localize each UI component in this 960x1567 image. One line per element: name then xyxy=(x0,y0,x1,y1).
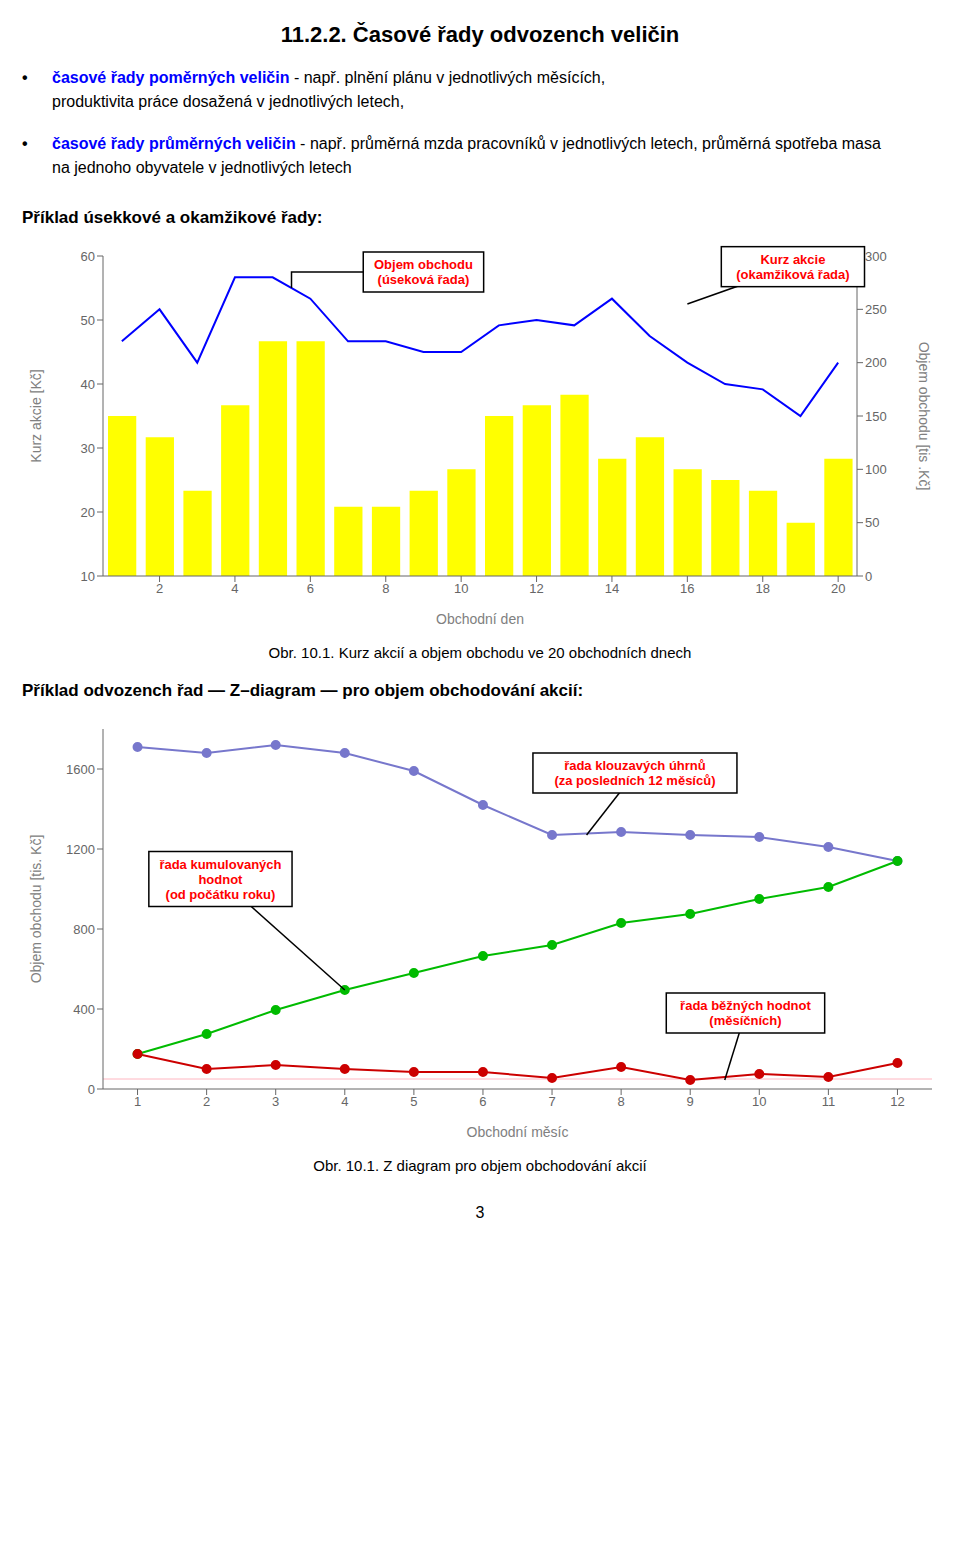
svg-text:12: 12 xyxy=(890,1094,904,1109)
svg-text:6: 6 xyxy=(307,581,314,596)
svg-text:řada běžných hodnot(měsíčních): řada běžných hodnot(měsíčních) xyxy=(680,998,811,1028)
svg-text:5: 5 xyxy=(410,1094,417,1109)
svg-text:200: 200 xyxy=(865,355,887,370)
svg-text:12: 12 xyxy=(529,581,543,596)
svg-text:2: 2 xyxy=(156,581,163,596)
svg-text:řada kumulovanýchhodnot(od poč: řada kumulovanýchhodnot(od počátku roku) xyxy=(159,857,281,902)
svg-text:8: 8 xyxy=(618,1094,625,1109)
svg-text:400: 400 xyxy=(73,1002,95,1017)
svg-text:50: 50 xyxy=(81,313,95,328)
svg-text:Kurz akcie [Kč]: Kurz akcie [Kč] xyxy=(28,369,44,462)
svg-text:60: 60 xyxy=(81,249,95,264)
svg-text:řada klouzavých úhrnů(za posle: řada klouzavých úhrnů(za posledních 12 m… xyxy=(554,758,715,788)
html-text:Příklad úsekkové a okamžikové: Příklad úsekkové a okamžikové řady: xyxy=(22,208,323,227)
svg-text:Obchodní den: Obchodní den xyxy=(436,611,524,627)
svg-text:Obchodní měsíc: Obchodní měsíc xyxy=(467,1124,569,1140)
html-text:produktivita práce dosažená v: produktivita práce dosažená v jednotlivý… xyxy=(52,93,405,110)
svg-text:10: 10 xyxy=(81,569,95,584)
svg-text:50: 50 xyxy=(865,515,879,530)
svg-text:Kurz akcie(okamžiková řada): Kurz akcie(okamžiková řada) xyxy=(736,252,849,282)
html-text:časové řady průměrných veličin: časové řady průměrných veličin - např. p… xyxy=(52,135,881,152)
svg-text:16: 16 xyxy=(680,581,694,596)
svg-text:10: 10 xyxy=(752,1094,766,1109)
html-text:na jednoho obyvatele v jednotl: na jednoho obyvatele v jednotlivých lete… xyxy=(52,159,352,176)
svg-text:11: 11 xyxy=(822,1094,836,1109)
svg-text:0: 0 xyxy=(88,1082,95,1097)
svg-text:0: 0 xyxy=(865,569,872,584)
svg-text:10: 10 xyxy=(454,581,468,596)
svg-text:2: 2 xyxy=(203,1094,210,1109)
html-text:3: 3 xyxy=(475,1204,485,1221)
svg-text:3: 3 xyxy=(272,1094,279,1109)
svg-text:8: 8 xyxy=(382,581,389,596)
svg-text:Objem obchodu [tis. Kč]: Objem obchodu [tis. Kč] xyxy=(28,835,44,984)
svg-text:18: 18 xyxy=(756,581,770,596)
html-text:Obr. 10.1. Z diagram pro objem: Obr. 10.1. Z diagram pro objem obchodová… xyxy=(313,1157,647,1174)
svg-text:40: 40 xyxy=(81,377,95,392)
svg-text:30: 30 xyxy=(81,441,95,456)
svg-text:100: 100 xyxy=(865,462,887,477)
html-text:11.2.2. Časové řady odvozench: 11.2.2. Časové řady odvozench veličin xyxy=(280,22,680,47)
svg-text:7: 7 xyxy=(548,1094,555,1109)
html-text:Příklad odvozench řad — Z–diag: Příklad odvozench řad — Z–diagram — pro … xyxy=(22,681,584,700)
svg-text:4: 4 xyxy=(341,1094,348,1109)
svg-text:1200: 1200 xyxy=(66,842,95,857)
svg-text:1600: 1600 xyxy=(66,762,95,777)
svg-text:9: 9 xyxy=(687,1094,694,1109)
svg-text:300: 300 xyxy=(865,249,887,264)
svg-text:Objem obchodu(úseková řada): Objem obchodu(úseková řada) xyxy=(374,257,473,287)
html-text:Obr. 10.1. Kurz akcií a objem: Obr. 10.1. Kurz akcií a objem obchodu ve… xyxy=(268,644,692,661)
svg-text:6: 6 xyxy=(479,1094,486,1109)
html-text:časové řady poměrných veličin: časové řady poměrných veličin - např. pl… xyxy=(52,69,606,86)
svg-text:4: 4 xyxy=(231,581,238,596)
svg-text:14: 14 xyxy=(605,581,619,596)
svg-text:1: 1 xyxy=(134,1094,141,1109)
svg-text:250: 250 xyxy=(865,302,887,317)
svg-text:150: 150 xyxy=(865,409,887,424)
svg-text:Objem obchodu [tis .Kč]: Objem obchodu [tis .Kč] xyxy=(916,342,932,491)
svg-text:800: 800 xyxy=(73,922,95,937)
svg-text:20: 20 xyxy=(831,581,845,596)
svg-text:20: 20 xyxy=(81,505,95,520)
